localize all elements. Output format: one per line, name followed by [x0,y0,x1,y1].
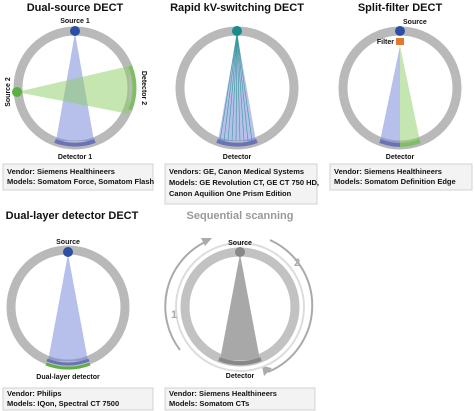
filter [396,38,404,45]
caption: Vendors: GE, Canon Medical Systems [169,167,304,176]
caption: Models: IQon, Spectral CT 7500 [7,399,119,408]
caption: Vendor: Siemens Healthineers [334,167,442,176]
detector [218,357,262,366]
label: Detector 1 [58,154,92,161]
caption-box [164,163,318,205]
detector [45,362,91,370]
label: Source [56,239,80,246]
beam [400,46,420,145]
label: 2 [294,257,300,269]
beam [220,254,260,360]
label: Detector [223,154,252,161]
rotation-arrow [267,239,314,373]
source-dot [63,247,73,257]
label: Source 2 [5,77,12,107]
detector [379,139,401,147]
caption: Canon Aquilion One Prism Edition [169,189,292,198]
caption: Models: Somatom Definition Edge [334,177,456,186]
beam [48,254,88,361]
rotation-arrow [164,241,206,351]
label: Source [403,19,427,26]
label: Filter [377,39,394,46]
panel-title: Sequential scanning [187,210,294,222]
arrow-head [262,366,272,376]
caption-box [2,387,154,411]
label: Detector [386,154,415,161]
detector [216,139,258,147]
beam [380,46,400,145]
source-dot [235,247,245,257]
label: Detector 2 [140,71,147,105]
beam [17,66,129,114]
caption: Vendor: Siemens Healthineers [7,167,115,176]
label: Detector [226,373,255,380]
label: Dual-layer detector [36,374,100,381]
source-dot [232,26,242,36]
caption: Models: Somatom Force, Somatom Flash [7,177,155,186]
panel-title: Dual-layer detector DECT [6,210,139,222]
caption-box [2,163,154,191]
detector [399,139,421,147]
detector [128,65,137,111]
source-dot [70,26,80,36]
label: Source [228,240,252,247]
label: Source 1 [60,18,90,25]
source-dot [395,26,405,36]
source-dot [12,87,22,97]
panel-title: Rapid kV-switching DECT [170,2,304,14]
beam-lines [219,32,253,142]
arrow-head [201,238,212,246]
caption-box [329,163,473,191]
panel-title: Split-filter DECT [358,2,443,14]
outer-ring [175,242,305,372]
caption: Models: Somatom CTs [169,399,249,408]
panel-title: Dual-source DECT [27,2,124,14]
caption: Vendor: Philips [7,389,62,398]
detector [54,139,96,147]
caption: Models: GE Revolution CT, GE CT 750 HD, [169,178,319,187]
caption-box [164,387,316,411]
caption: Vendor: Siemens Healthineers [169,389,277,398]
detector [46,358,90,366]
label: 1 [171,309,177,321]
